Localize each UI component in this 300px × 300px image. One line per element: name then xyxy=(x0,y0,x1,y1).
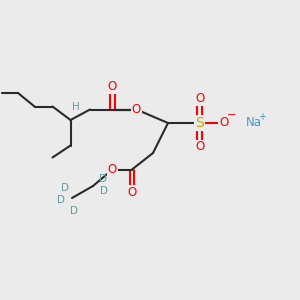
Text: O: O xyxy=(108,163,117,176)
Text: D: D xyxy=(100,174,107,184)
Text: O: O xyxy=(219,116,228,130)
Text: +: + xyxy=(259,112,266,122)
Text: Na: Na xyxy=(246,116,262,130)
Text: −: − xyxy=(227,110,237,120)
Text: D: D xyxy=(57,195,64,206)
Text: O: O xyxy=(128,185,136,199)
Text: D: D xyxy=(70,206,78,216)
Text: D: D xyxy=(61,183,68,194)
Text: O: O xyxy=(132,103,141,116)
Text: S: S xyxy=(195,116,204,130)
Text: D: D xyxy=(100,186,108,197)
Text: O: O xyxy=(108,80,117,94)
Text: O: O xyxy=(195,140,204,154)
Text: H: H xyxy=(72,101,80,112)
Text: O: O xyxy=(195,92,204,106)
